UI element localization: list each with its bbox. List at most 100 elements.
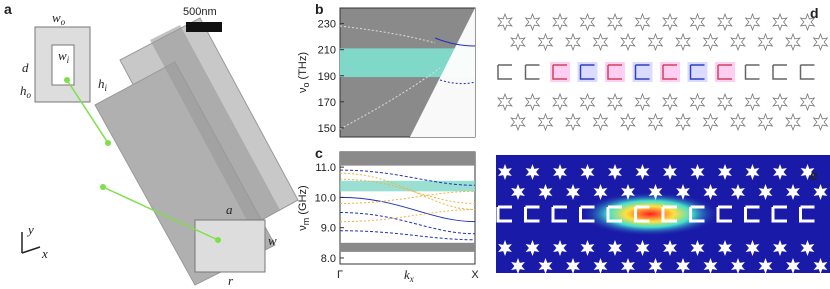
bracket-hole — [579, 205, 595, 223]
bracket-hole — [524, 205, 540, 223]
y-tick-label: 230 — [318, 19, 336, 31]
x-label: Γ — [337, 269, 343, 281]
band — [339, 230, 476, 241]
star-hole — [731, 184, 745, 200]
panel-label: a — [4, 1, 12, 17]
pointer — [66, 79, 109, 144]
mode-tint — [715, 62, 735, 82]
star-hole — [773, 164, 787, 180]
star-hole — [566, 258, 580, 274]
star-hole — [592, 32, 609, 52]
star-hole — [703, 184, 718, 200]
bandgap — [340, 242, 475, 252]
bracket-hole — [744, 205, 760, 223]
bracket-hole — [662, 64, 677, 80]
star-hole — [813, 258, 828, 274]
dim-label: wi — [58, 48, 70, 65]
star-hole — [607, 12, 623, 32]
band-chart-c: 8.0 9.0 10.0 11.0 νm (GHz) c Γ Xkx — [297, 145, 479, 284]
t: (THz) — [297, 52, 309, 83]
band — [439, 79, 476, 85]
star-hole — [676, 258, 690, 274]
star-hole — [663, 240, 677, 256]
star-hole — [579, 92, 596, 112]
bracket-hole — [606, 205, 622, 223]
band — [339, 172, 476, 211]
t: o — [61, 17, 66, 27]
dim-label: hi — [98, 76, 108, 93]
t: h — [20, 83, 27, 98]
star-hole — [553, 164, 567, 180]
bracket-hole — [771, 205, 787, 223]
star-hole — [525, 164, 540, 180]
star-hole — [812, 32, 829, 52]
x-label: X — [471, 269, 479, 281]
mode-tint — [742, 62, 763, 82]
bracket-hole — [496, 205, 512, 223]
star-hole — [717, 12, 733, 32]
bracket-hole — [716, 205, 732, 223]
star-hole — [498, 240, 512, 256]
star-hole — [772, 92, 788, 112]
mode-field-e: e — [496, 155, 830, 274]
star-hole — [511, 184, 525, 200]
star-hole — [608, 164, 622, 180]
star-hole — [731, 258, 745, 274]
y-tick-label: 10.0 — [315, 192, 336, 204]
waveguide — [150, 25, 280, 226]
star-hole — [757, 112, 774, 132]
star-hole — [676, 184, 690, 200]
star-hole — [634, 92, 651, 112]
dim-label: ho — [20, 83, 32, 100]
axes-arrows — [21, 232, 41, 254]
star-hole — [510, 112, 526, 132]
bracket-hole — [689, 64, 705, 80]
band — [339, 67, 441, 130]
dim-label: wo — [52, 10, 66, 27]
star-hole — [757, 32, 774, 52]
star-hole — [579, 12, 596, 32]
star-hole — [565, 112, 581, 132]
star-hole — [537, 112, 554, 132]
star-hole — [648, 258, 663, 274]
star-hole — [497, 12, 513, 32]
star-hole — [717, 92, 733, 112]
bracket-hole — [661, 205, 677, 223]
t: (GHz) — [297, 185, 309, 217]
panel-label: d — [810, 5, 819, 21]
star-hole — [800, 164, 815, 180]
star-hole — [580, 240, 595, 256]
bracket-hole — [772, 64, 787, 80]
star-hole — [786, 258, 800, 274]
star-hole — [552, 12, 568, 32]
y-tick-label: 170 — [318, 97, 336, 109]
star-hole — [538, 258, 553, 274]
panel-label: e — [810, 167, 818, 183]
schematic: a 500nm wo wi d ho hi a w r x y — [4, 1, 299, 288]
bracket-hole — [634, 205, 650, 223]
light-cone — [410, 8, 475, 137]
bracket-hole — [799, 64, 815, 80]
y-tick-label: 190 — [318, 71, 336, 83]
band — [339, 196, 476, 223]
scale-bar — [186, 22, 222, 32]
star-hole — [744, 92, 761, 112]
star-hole — [689, 12, 706, 32]
y-tick-label: 150 — [318, 123, 336, 135]
mode-tint — [660, 62, 680, 82]
mode-tint — [522, 62, 543, 82]
t: ν — [297, 87, 309, 93]
star-hole — [800, 240, 815, 256]
star-hole — [592, 112, 609, 132]
t: m — [301, 218, 311, 226]
band — [339, 25, 436, 44]
star-hole — [718, 240, 732, 256]
star-hole — [497, 92, 513, 112]
y-tick-label: 11.0 — [315, 162, 336, 174]
star-hole — [580, 164, 595, 180]
pointer-dot — [100, 184, 106, 190]
star-hole — [745, 240, 760, 256]
star-hole — [510, 32, 526, 52]
star-hole — [689, 92, 706, 112]
star-hole — [730, 112, 746, 132]
